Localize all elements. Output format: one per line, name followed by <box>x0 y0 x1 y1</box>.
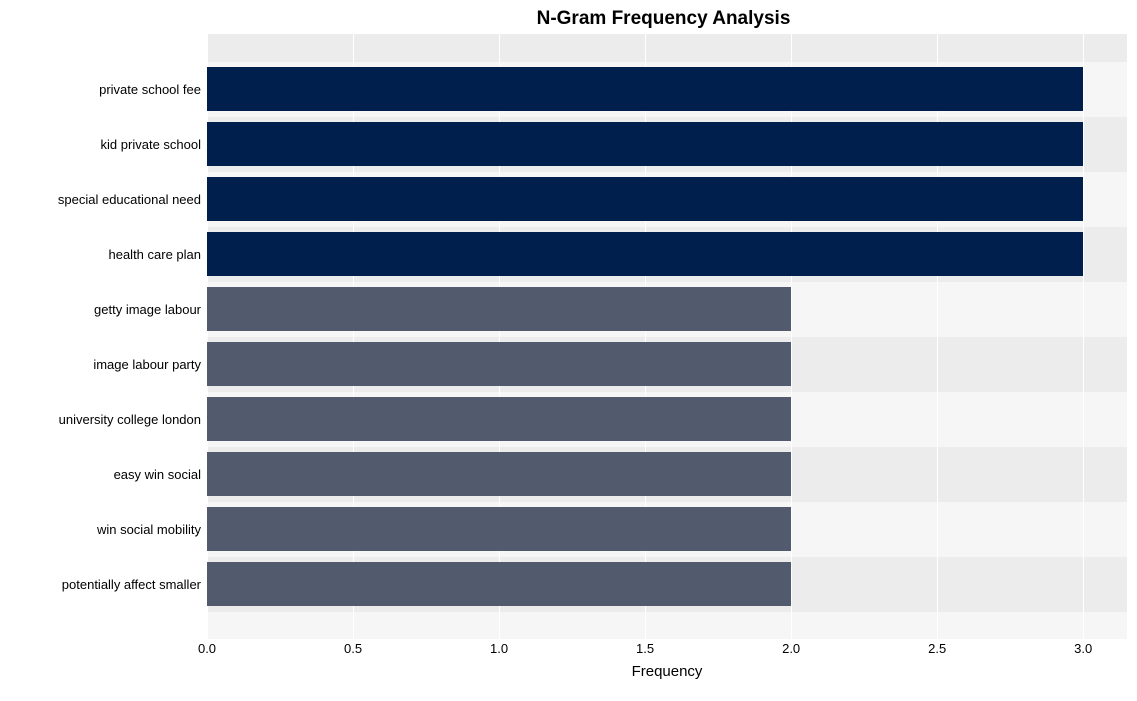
bars-pad-bottom <box>207 612 1127 640</box>
y-pad-top <box>10 34 207 62</box>
bars-pad-top <box>207 34 1127 62</box>
bar <box>207 232 1083 276</box>
x-tick-label: 1.5 <box>636 641 654 656</box>
bar <box>207 397 791 441</box>
x-axis-title: Frequency <box>207 663 1127 680</box>
y-tick-label: special educational need <box>10 172 207 227</box>
chart-title: N-Gram Frequency Analysis <box>10 8 1127 30</box>
y-tick-label: getty image labour <box>10 282 207 337</box>
bar <box>207 507 791 551</box>
bar <box>207 562 791 606</box>
y-tick-label: university college london <box>10 392 207 447</box>
x-tick-label: 3.0 <box>1074 641 1092 656</box>
bar-slot <box>207 172 1127 227</box>
y-tick-label: health care plan <box>10 227 207 282</box>
y-tick-label: kid private school <box>10 117 207 172</box>
y-tick-label: easy win social <box>10 447 207 502</box>
bar-slot <box>207 62 1127 117</box>
y-tick-label: image labour party <box>10 337 207 392</box>
x-title-row: Frequency <box>10 663 1127 680</box>
plot-area <box>207 34 1127 639</box>
bar-slot <box>207 282 1127 337</box>
bar-slot <box>207 392 1127 447</box>
bars-layer <box>207 34 1127 639</box>
bar-slot <box>207 117 1127 172</box>
x-axis-pad <box>10 639 207 659</box>
y-tick-label: private school fee <box>10 62 207 117</box>
bar-slot <box>207 227 1127 282</box>
bar <box>207 287 791 331</box>
bar-slot <box>207 337 1127 392</box>
x-tick-label: 0.0 <box>198 641 216 656</box>
bar <box>207 122 1083 166</box>
x-tick-label: 0.5 <box>344 641 362 656</box>
y-tick-label: win social mobility <box>10 502 207 557</box>
x-axis-row: 0.0 0.5 1.0 1.5 2.0 2.5 3.0 <box>10 639 1127 659</box>
bar <box>207 342 791 386</box>
y-pad-bottom <box>10 612 207 640</box>
bar <box>207 452 791 496</box>
bar-slot <box>207 502 1127 557</box>
x-tick-label: 2.5 <box>928 641 946 656</box>
x-axis: 0.00.51.01.52.02.53.0 <box>207 639 1127 659</box>
x-tick-label: 2.0 <box>782 641 800 656</box>
bar-slot <box>207 447 1127 502</box>
chart-container: N-Gram Frequency Analysis private school… <box>0 0 1137 701</box>
plot-row: private school feekid private schoolspec… <box>10 34 1127 639</box>
bar <box>207 67 1083 111</box>
x-title-pad <box>10 663 207 680</box>
y-axis-labels: private school feekid private schoolspec… <box>10 34 207 639</box>
y-tick-label: potentially affect smaller <box>10 557 207 612</box>
bar-slot <box>207 557 1127 612</box>
x-tick-label: 1.0 <box>490 641 508 656</box>
bar <box>207 177 1083 221</box>
